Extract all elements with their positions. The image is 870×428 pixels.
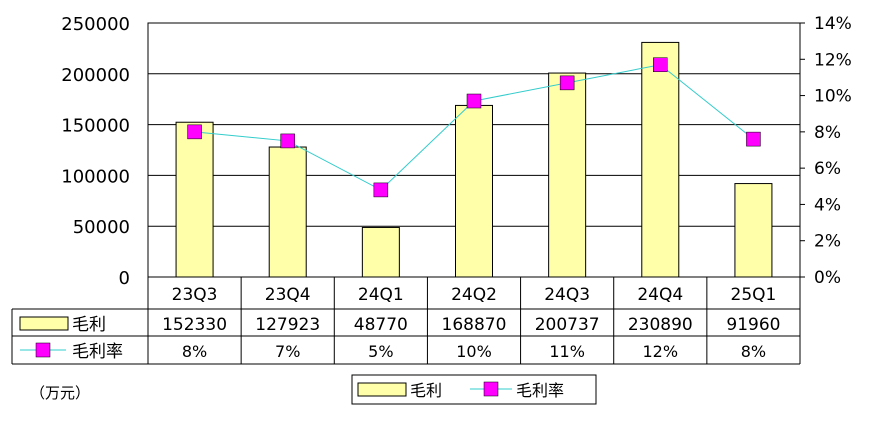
legend-line-label: 毛利率 [516,381,564,400]
y-tick-right: 4% [814,195,841,215]
table-value-profit: 230890 [628,315,693,335]
rate-marker [746,131,761,147]
rate-marker [466,93,482,109]
table-value-rate: 7% [275,342,300,361]
bar-series [175,41,773,278]
y-tick-right: 6% [814,159,841,179]
table-value-rate: 5% [368,342,393,361]
table-value-profit: 200737 [535,315,600,335]
rate-marker [559,75,575,91]
y-tick-left: 100000 [61,166,130,187]
table-bar-key [19,316,69,331]
table-value-rate: 12% [643,342,679,361]
y-tick-right: 8% [814,123,841,143]
y-tick-left: 0 [119,268,130,289]
legend: 毛利 毛利率 [351,374,597,405]
line-series [187,57,761,198]
table-row-label-profit: 毛利 [72,315,106,335]
y-tick-right: 12% [814,50,852,70]
plot-frame [147,22,801,278]
bar [641,41,680,278]
bar [548,72,587,278]
x-tick-label: 24Q4 [637,285,683,305]
x-tick-label: 24Q1 [358,285,404,305]
table-value-rate: 8% [741,342,766,361]
x-tick-label: 23Q3 [172,285,218,305]
y-tick-left: 150000 [61,116,130,137]
y-tick-right: 10% [814,87,852,107]
x-tick-label: 24Q2 [451,285,497,305]
bar [455,104,493,278]
table-value-profit: 91960 [726,315,780,335]
y-tick-right: 2% [814,232,841,252]
table-value-profit: 48770 [354,315,408,335]
table-value-profit: 127923 [255,315,320,335]
table-value-rate: 8% [182,342,207,361]
table-value-rate: 11% [549,342,585,361]
y-tick-left: 200000 [61,65,130,86]
bar [175,121,214,278]
table-value-rate: 10% [456,342,492,361]
table-value-profit: 152330 [162,315,227,335]
legend-bar-label: 毛利 [410,381,442,400]
y-tick-right: 0% [814,268,841,288]
unit-label: （万元） [30,384,90,402]
legend-marker [483,381,499,397]
data-table: 23Q3 152330 8% 23Q4 127923 7% 24Q1 48770 5% 24Q2 1… [11,277,801,365]
x-tick-label: 23Q4 [265,285,311,305]
y-tick-right: 14% [814,14,852,34]
rate-marker [280,133,295,149]
axes: 0 50000 100000 150000 200000 250000 0% 2% 4% 6% 8%… [61,14,852,289]
rate-marker [373,182,389,198]
x-tick-label: 24Q3 [544,285,590,305]
table-marker-key [35,342,51,358]
bar [361,226,400,278]
y-tick-left: 250000 [61,14,130,35]
rate-marker [187,124,202,140]
legend-bar-swatch [357,382,407,397]
bar [734,183,773,278]
x-tick-label: 25Q1 [731,285,777,305]
bar [268,146,307,278]
rate-marker [653,57,668,72]
table-row-label-rate: 毛利率 [72,342,123,362]
y-tick-left: 50000 [73,217,130,238]
table-value-profit: 168870 [442,315,507,335]
